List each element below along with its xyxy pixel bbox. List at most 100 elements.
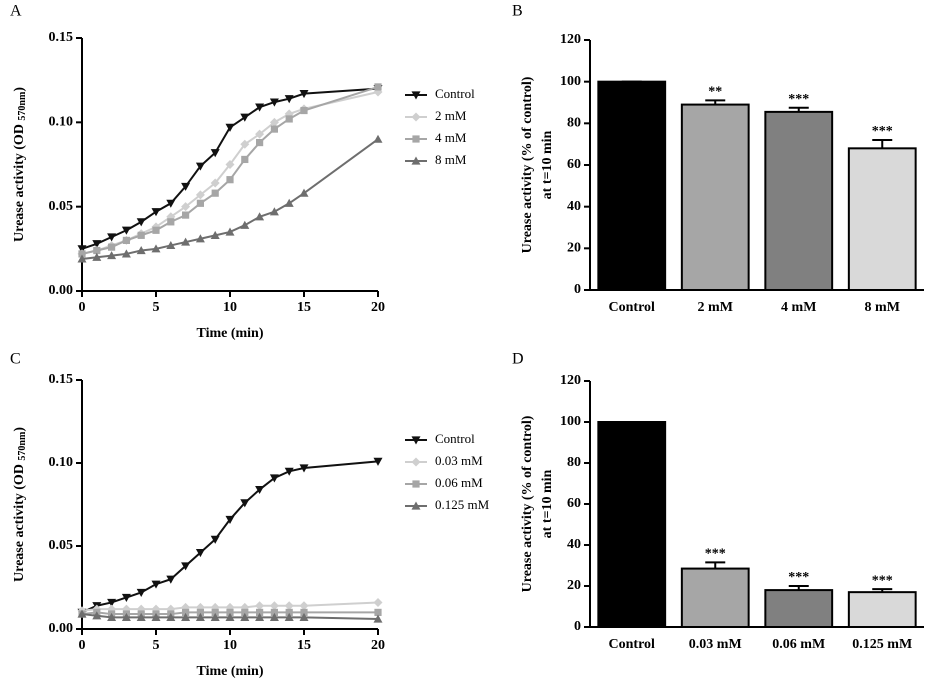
- x-tick-label: 20: [371, 300, 385, 315]
- y-tick-label: 0.05: [49, 199, 74, 214]
- y-tick-label: 0.10: [49, 455, 74, 470]
- y-tick-label: 120: [560, 373, 581, 388]
- bar: [680, 567, 750, 629]
- x-tick-label: 0.03 mM: [689, 637, 742, 652]
- marker: [136, 218, 146, 227]
- marker: [166, 199, 176, 208]
- marker: [373, 614, 383, 623]
- marker: [136, 246, 146, 255]
- error-bar: [872, 139, 893, 149]
- marker: [137, 231, 145, 239]
- marker: [121, 226, 131, 235]
- legend-label: 0.03 mM: [435, 453, 483, 468]
- y-tick-label: 0: [574, 282, 581, 297]
- marker: [151, 244, 161, 253]
- marker: [136, 612, 146, 621]
- marker: [255, 212, 265, 221]
- bar: [764, 110, 834, 291]
- y-axis-title: Urease activity (OD 570nm): [12, 87, 28, 242]
- marker: [151, 580, 161, 589]
- marker: [107, 598, 117, 607]
- marker: [166, 575, 176, 584]
- x-tick-label: 2 mM: [698, 300, 733, 315]
- panel-label: D: [512, 351, 524, 368]
- marker: [225, 227, 235, 236]
- marker: [77, 609, 87, 618]
- marker: [181, 182, 191, 191]
- marker: [195, 234, 205, 243]
- marker: [77, 245, 87, 254]
- marker: [255, 612, 265, 621]
- legend-label: Control: [435, 86, 475, 101]
- marker: [92, 240, 102, 249]
- marker: [284, 95, 294, 104]
- marker: [121, 249, 131, 258]
- marker: [182, 211, 190, 219]
- y-tick-label: 0.05: [49, 538, 74, 553]
- marker: [374, 608, 382, 616]
- marker: [285, 115, 293, 123]
- marker: [166, 612, 176, 621]
- marker: [255, 103, 265, 112]
- marker: [269, 601, 279, 611]
- marker: [270, 125, 278, 133]
- x-tick-label: 0: [79, 638, 86, 653]
- bar: [597, 421, 667, 628]
- bar: [597, 80, 667, 291]
- y-axis-title-part: Urease activity (OD: [12, 121, 27, 242]
- marker: [299, 90, 309, 99]
- legend-marker: [411, 501, 421, 510]
- marker: [93, 246, 101, 255]
- marker: [299, 464, 309, 473]
- marker: [78, 250, 86, 258]
- marker: [196, 608, 204, 616]
- legend-marker: [411, 91, 421, 100]
- marker: [92, 611, 102, 620]
- y-tick-label: 100: [560, 414, 581, 429]
- y-axis-title-line: Urease activity (% of control): [520, 415, 535, 592]
- y-tick-label: 60: [567, 496, 581, 511]
- x-tick-label: 0: [79, 300, 86, 315]
- marker: [226, 608, 234, 616]
- marker: [107, 233, 117, 242]
- marker: [240, 612, 250, 621]
- marker: [373, 134, 383, 143]
- legend-marker: [411, 457, 421, 467]
- marker: [225, 123, 235, 132]
- y-axis-title-part: 570nm: [17, 431, 28, 461]
- marker: [108, 243, 116, 251]
- x-tick-label: 20: [371, 638, 385, 653]
- y-axis-title: Urease activity (OD 570nm): [12, 427, 28, 582]
- significance-label: **: [708, 85, 722, 100]
- legend-label: 2 mM: [435, 108, 467, 123]
- marker: [270, 608, 278, 616]
- marker: [240, 113, 250, 122]
- marker: [181, 237, 191, 246]
- x-tick-label: 15: [297, 300, 311, 315]
- marker: [226, 176, 234, 184]
- legend-label: Control: [435, 431, 475, 446]
- marker: [167, 218, 175, 226]
- marker: [269, 98, 279, 107]
- marker: [181, 202, 191, 212]
- error-bar: [705, 99, 726, 105]
- marker: [255, 129, 265, 139]
- marker: [269, 474, 279, 483]
- marker: [195, 190, 205, 200]
- error-bar: [788, 106, 809, 112]
- y-tick-label: 20: [567, 578, 581, 593]
- marker: [269, 207, 279, 216]
- marker: [195, 612, 205, 621]
- significance-label: ***: [705, 547, 726, 562]
- marker: [77, 254, 87, 263]
- marker: [240, 220, 250, 229]
- legend-label: 8 mM: [435, 152, 467, 167]
- marker: [182, 608, 190, 616]
- y-tick-label: 0.15: [49, 30, 74, 45]
- legend-marker: [412, 135, 420, 143]
- legend-marker: [411, 436, 421, 445]
- marker: [299, 601, 309, 611]
- series-line: [81, 460, 379, 614]
- y-tick-label: 120: [560, 32, 581, 47]
